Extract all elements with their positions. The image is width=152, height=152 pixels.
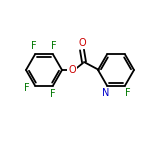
Text: N: N xyxy=(102,88,110,98)
Text: F: F xyxy=(31,41,37,51)
Text: O: O xyxy=(78,38,86,48)
Text: F: F xyxy=(51,41,57,51)
Text: F: F xyxy=(50,89,56,99)
Text: F: F xyxy=(125,88,131,98)
Text: F: F xyxy=(24,83,30,93)
Text: O: O xyxy=(68,65,76,75)
